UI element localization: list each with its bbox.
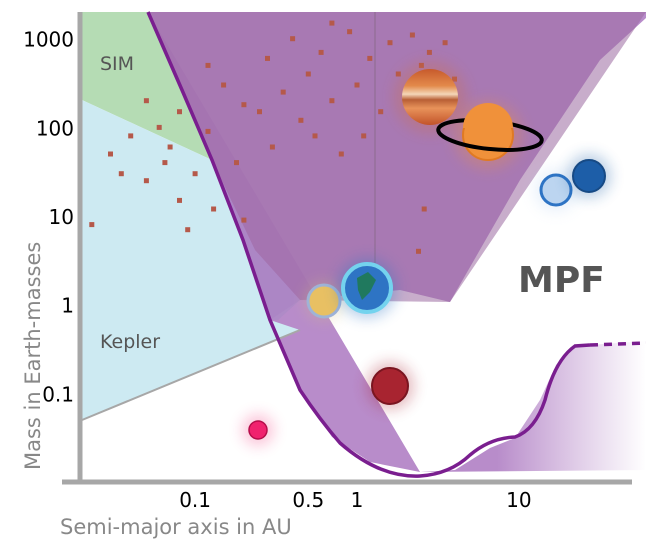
y-tick-labels: 0.1 1 10 100 1000 (23, 28, 74, 407)
exoplanet-point (177, 109, 182, 115)
saturn-marker (436, 101, 544, 169)
exoplanet-point (118, 171, 124, 177)
exoplanet-point (312, 133, 318, 139)
exoplanet-point (269, 144, 275, 150)
overlap-sim-mpf (148, 12, 646, 302)
kepler-label: Kepler (100, 331, 160, 353)
y-tick-label: 0.1 (42, 382, 74, 406)
mpf-sensitivity-curve (146, 11, 591, 478)
mpf-label: MPF (518, 260, 605, 301)
exoplanet-point (162, 160, 168, 166)
exoplanet-point (361, 133, 367, 139)
detection-regions (81, 11, 646, 478)
exoplanet-point (143, 98, 149, 104)
x-tick-label: 10 (506, 488, 531, 512)
exoplanet-point (367, 55, 373, 61)
jupiter-marker (394, 61, 466, 133)
x-axis-label: Semi-major axis in AU (60, 515, 292, 539)
exoplanet-point (241, 102, 247, 108)
earth-marker (337, 258, 397, 318)
exoplanet-point (378, 109, 384, 115)
mars-marker (366, 362, 414, 410)
exoplanet-point (338, 151, 344, 157)
y-tick-label: 1000 (23, 28, 74, 52)
exoplanet-point (347, 29, 353, 35)
exoplanet-point (143, 178, 149, 184)
axes (62, 12, 632, 485)
exoplanet-point (156, 124, 162, 130)
kepler-lower-edge (81, 329, 301, 421)
y-tick-label: 1 (61, 294, 74, 318)
exoplanet-point (205, 128, 211, 134)
exoplanet-point (329, 98, 335, 104)
exoplanet-point (108, 151, 113, 157)
mercury-marker (242, 414, 274, 446)
exoplanet-point (167, 144, 173, 150)
x-tick-label: 1 (351, 488, 364, 512)
exoplanet-point (257, 109, 262, 115)
y-tick-label: 10 (49, 205, 74, 229)
y-axis-label: Mass in Earth-masses (21, 242, 45, 470)
uranus-marker (534, 168, 578, 212)
exoplanet-point (280, 89, 286, 95)
exoplanet-point (409, 32, 415, 38)
exoplanet-point (241, 217, 247, 223)
exoplanet-point (265, 55, 270, 61)
neptune-marker (567, 154, 611, 198)
overlap-kepler-mpf (212, 160, 300, 320)
exoplanet-point (318, 49, 324, 55)
y-tick-label: 100 (36, 116, 74, 140)
exoplanet-point (192, 171, 198, 177)
exoplanet-point (416, 248, 421, 254)
kepler-region (82, 100, 300, 420)
mpf-sensitivity-curve-dashed (589, 341, 646, 347)
exoplanet-point (395, 71, 401, 77)
exoplanet-point (89, 222, 95, 228)
x-tick-label: 0.1 (179, 488, 211, 512)
exoplanet-point (128, 133, 134, 139)
exoplanet-point (234, 160, 239, 166)
exoplanet-point (305, 71, 311, 77)
x-tick-labels: 0.1 0.5 1 10 (179, 488, 531, 512)
exoplanet-point (177, 197, 182, 203)
exoplanet-point (442, 40, 448, 46)
solar-system-planets (242, 61, 611, 446)
exoplanet-point (185, 227, 191, 233)
exoplanet-point (354, 82, 360, 88)
exoplanet-point (426, 49, 432, 55)
exoplanet-point (290, 36, 296, 42)
sim-label: SIM (100, 53, 134, 75)
exoplanet-point (211, 206, 217, 212)
exoplanet-point (421, 206, 427, 212)
x-tick-label: 0.5 (292, 488, 324, 512)
venus-marker (304, 281, 344, 321)
exoplanet-point (387, 40, 393, 46)
exoplanet-point (298, 117, 304, 123)
exoplanet-point (221, 82, 227, 88)
sim-region (82, 12, 212, 160)
exoplanet-point (329, 20, 335, 26)
exoplanet-point (205, 62, 211, 68)
